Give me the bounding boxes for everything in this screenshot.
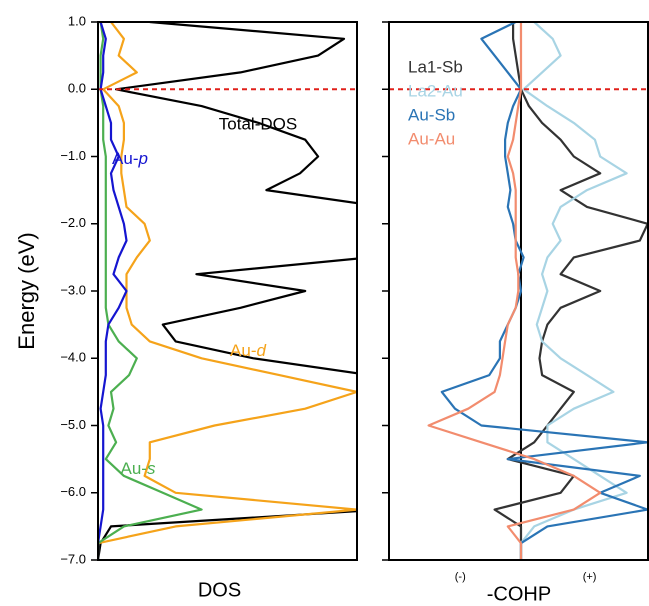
series-line bbox=[98, 22, 203, 560]
plot-area bbox=[98, 22, 357, 560]
legend-entry: Au-Sb bbox=[408, 105, 455, 124]
series-line bbox=[440, 22, 649, 560]
series-label: Au-p bbox=[112, 149, 148, 168]
panel-frame bbox=[97, 21, 358, 561]
y-tick-label: 1.0 bbox=[68, 13, 86, 28]
y-tick-label: −7.0 bbox=[60, 551, 86, 566]
y-tick-label: −4.0 bbox=[60, 350, 86, 365]
series-line bbox=[98, 22, 128, 560]
series-line bbox=[98, 22, 357, 560]
x-tick-label: (+) bbox=[583, 571, 597, 583]
y-tick-label: 0.0 bbox=[68, 81, 86, 96]
y-tick-label: −6.0 bbox=[60, 484, 86, 499]
series-line bbox=[98, 22, 357, 560]
x-axis-label: DOS bbox=[198, 579, 241, 601]
legend-entry: La1-Sb bbox=[408, 57, 463, 76]
legend-entry: Au-Au bbox=[408, 129, 455, 148]
x-tick-label: (-) bbox=[455, 571, 466, 583]
y-tick-label: −2.0 bbox=[60, 215, 86, 230]
series-line bbox=[427, 22, 602, 560]
x-axis-label: -COHP bbox=[487, 583, 551, 605]
y-tick-label: −3.0 bbox=[60, 282, 86, 297]
series-label: Au-s bbox=[121, 459, 156, 478]
series-line bbox=[493, 22, 649, 560]
series-label: Total-DOS bbox=[219, 114, 297, 133]
series-line bbox=[519, 22, 628, 560]
plot-area bbox=[427, 22, 649, 560]
y-tick-label: −1.0 bbox=[60, 148, 86, 163]
series-label: Au-d bbox=[230, 341, 266, 360]
y-axis-label: Energy (eV) bbox=[14, 232, 39, 349]
legend-entry: La2-Au bbox=[408, 81, 463, 100]
y-tick-label: −5.0 bbox=[60, 417, 86, 432]
